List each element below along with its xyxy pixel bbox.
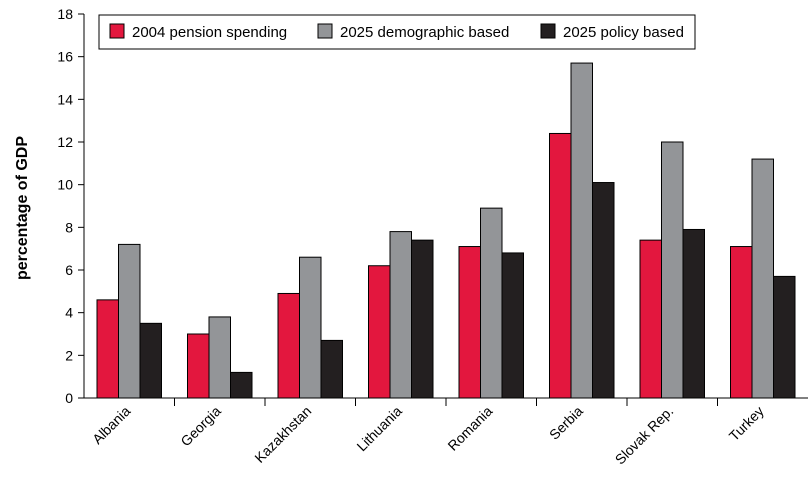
bar-slovak-rep-series-2 xyxy=(661,141,684,399)
bar-turkey-series-3 xyxy=(773,275,796,399)
legend: 2004 pension spending 2025 demographic ba… xyxy=(98,14,696,50)
x-tick-label: Slovak Rep. xyxy=(612,403,677,468)
legend-swatch xyxy=(540,23,556,39)
y-tick-label: 6 xyxy=(65,262,73,278)
bar-georgia-series-2 xyxy=(208,316,231,399)
bar-romania-series-3 xyxy=(501,252,524,399)
bar-turkey-series-1 xyxy=(730,246,753,399)
bar-serbia-series-2 xyxy=(570,62,593,399)
y-tick-label: 4 xyxy=(65,305,73,321)
legend-swatch xyxy=(109,23,125,39)
bar-romania-series-1 xyxy=(458,246,481,399)
y-tick-label: 8 xyxy=(65,219,73,235)
y-tick-label: 10 xyxy=(57,177,73,193)
y-tick-label: 12 xyxy=(57,134,73,150)
legend-swatch xyxy=(317,23,333,39)
y-tick-label: 14 xyxy=(57,91,73,107)
bar-kazakhstan-series-3 xyxy=(320,339,343,399)
bar-georgia-series-1 xyxy=(187,333,210,399)
y-tick-label: 2 xyxy=(65,347,73,363)
bar-albania-series-3 xyxy=(139,322,162,399)
bar-lithuania-series-2 xyxy=(389,231,412,399)
legend-label: 2025 demographic based xyxy=(340,24,509,41)
x-tick-label: Albania xyxy=(89,403,133,447)
legend-box xyxy=(98,14,696,50)
y-tick-label: 18 xyxy=(57,6,73,22)
y-axis-label: percentage of GDP xyxy=(14,136,31,280)
bar-slovak-rep-series-1 xyxy=(639,239,662,399)
x-tick-label: Georgia xyxy=(177,403,224,450)
y-tick-label: 0 xyxy=(65,390,73,406)
x-tick-label: Turkey xyxy=(726,403,767,444)
bar-romania-series-2 xyxy=(480,207,503,399)
y-tick-label: 16 xyxy=(57,49,73,65)
bar-albania-series-2 xyxy=(118,243,141,399)
bar-georgia-series-3 xyxy=(230,371,253,399)
bar-albania-series-1 xyxy=(96,299,119,399)
x-tick-label: Romania xyxy=(444,403,495,454)
x-tick-label: Kazakhstan xyxy=(251,403,314,466)
axes xyxy=(83,14,808,406)
legend-label: 2025 policy based xyxy=(563,24,684,41)
y-axis-ticks: 0 2 4 6 8 10 12 14 16 18 xyxy=(57,6,84,406)
x-tick-label: Serbia xyxy=(546,403,586,443)
bar-slovak-rep-series-3 xyxy=(682,228,705,399)
bar-turkey-series-2 xyxy=(751,158,774,399)
bar-serbia-series-3 xyxy=(592,182,615,399)
x-tick-label: Lithuania xyxy=(353,403,405,455)
x-axis-labels: Albania Georgia Kazakhstan Lithuania Romania… xyxy=(89,403,767,468)
bars-group xyxy=(96,62,796,399)
bar-lithuania-series-3 xyxy=(411,239,434,399)
bar-kazakhstan-series-1 xyxy=(277,292,300,399)
bar-kazakhstan-series-2 xyxy=(299,256,322,399)
bar-lithuania-series-1 xyxy=(368,265,391,399)
bar-serbia-series-1 xyxy=(549,132,572,399)
legend-label: 2004 pension spending xyxy=(132,24,287,41)
